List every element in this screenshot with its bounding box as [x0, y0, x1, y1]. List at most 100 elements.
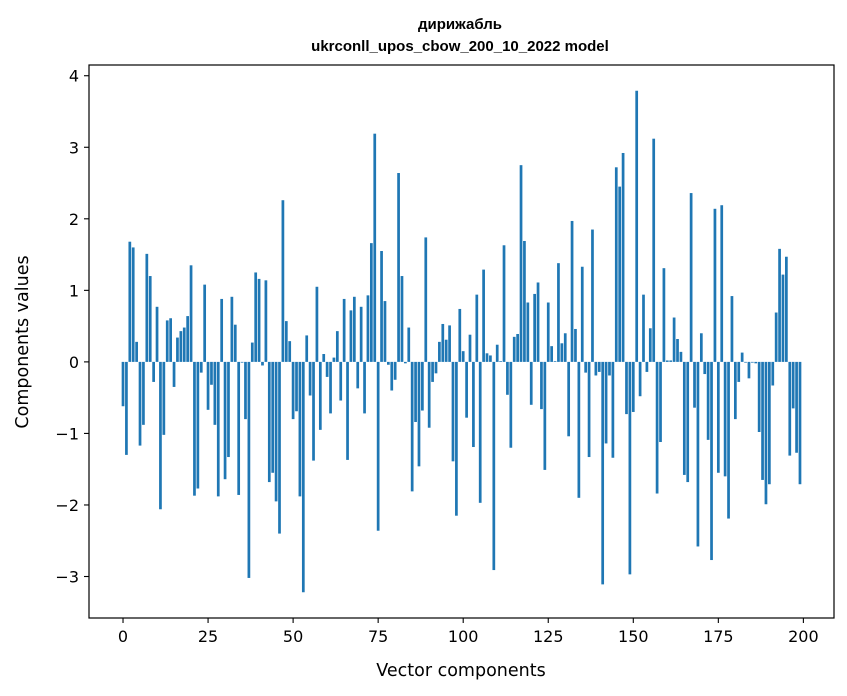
bar: [441, 323, 445, 362]
x-tick-label: 175: [703, 627, 734, 646]
bar: [679, 351, 683, 362]
bar: [553, 361, 557, 362]
bar: [543, 361, 547, 470]
bar: [431, 361, 434, 382]
x-tick-label: 200: [788, 627, 819, 646]
y-tick-label: 2: [69, 210, 79, 229]
bar: [165, 320, 169, 362]
bar: [536, 282, 540, 362]
bar: [645, 361, 649, 372]
bar: [162, 361, 166, 435]
bar: [438, 341, 441, 362]
bar: [400, 276, 404, 362]
bar: [601, 361, 605, 585]
bar: [574, 328, 577, 362]
bar: [631, 361, 635, 412]
bar: [196, 361, 200, 489]
bar: [301, 361, 305, 593]
bar: [278, 361, 281, 534]
x-axis-label: Vector components: [376, 661, 545, 681]
bar: [407, 327, 411, 362]
bar: [682, 361, 686, 475]
bar: [455, 361, 458, 516]
bar: [489, 355, 492, 362]
bar: [298, 361, 302, 497]
bar: [662, 268, 666, 362]
bar: [472, 361, 475, 448]
bar: [703, 361, 707, 375]
bar: [179, 331, 183, 362]
bar: [509, 361, 513, 448]
bar: [706, 361, 710, 440]
bar: [176, 337, 179, 362]
bar: [182, 327, 186, 362]
x-axis: 0 25 50 75 100 125 150 175 200: [118, 618, 819, 646]
bar: [315, 286, 319, 362]
bar: [349, 310, 353, 362]
bar: [628, 361, 632, 575]
bar: [591, 229, 594, 362]
bar: [676, 339, 679, 362]
bar: [329, 361, 332, 414]
bar: [373, 133, 377, 362]
y-axis-label: Components values: [13, 255, 33, 428]
bar: [121, 361, 125, 407]
bar: [261, 361, 264, 366]
bar: [495, 344, 499, 362]
bar: [798, 361, 802, 485]
bar: [696, 361, 700, 547]
bar: [604, 361, 608, 444]
x-tick-label: 50: [283, 627, 303, 646]
bar: [138, 361, 142, 446]
bar: [247, 361, 251, 578]
bar: [618, 186, 622, 362]
x-tick-label: 75: [368, 627, 388, 646]
bar: [655, 361, 659, 494]
bar: [257, 278, 261, 362]
bar: [308, 361, 312, 396]
bar: [244, 361, 247, 420]
bar: [376, 361, 380, 531]
bar: [716, 361, 720, 473]
bar: [427, 361, 431, 428]
bar: [458, 308, 462, 362]
bar: [757, 361, 761, 432]
bar: [356, 361, 360, 389]
bar: [352, 296, 356, 362]
bar: [519, 165, 523, 362]
bar: [795, 361, 798, 453]
bar: [387, 361, 390, 365]
bar: [737, 361, 741, 382]
bar: [335, 331, 339, 362]
bar: [642, 294, 645, 362]
bar: [577, 361, 581, 498]
bar: [580, 266, 584, 362]
bar: [325, 361, 329, 377]
bar: [223, 361, 227, 480]
bar: [597, 361, 601, 372]
bar: [135, 341, 138, 362]
bar: [499, 361, 502, 362]
bar: [512, 336, 516, 362]
bar: [359, 306, 363, 362]
bar: [516, 333, 519, 362]
bar: [145, 253, 149, 362]
bar: [761, 361, 764, 480]
bar: [284, 321, 288, 362]
bar: [189, 265, 193, 362]
bar: [788, 361, 792, 456]
bar: [233, 324, 237, 362]
bar: [206, 361, 210, 410]
bar: [421, 361, 424, 411]
bar: [540, 361, 543, 410]
x-tick-label: 25: [198, 627, 218, 646]
bar: [444, 339, 448, 362]
bar: [461, 351, 465, 362]
bar: [230, 296, 234, 362]
bar: [410, 361, 414, 492]
bar: [288, 341, 292, 362]
bar: [665, 360, 669, 362]
bar: [237, 361, 241, 495]
bar: [254, 272, 258, 362]
